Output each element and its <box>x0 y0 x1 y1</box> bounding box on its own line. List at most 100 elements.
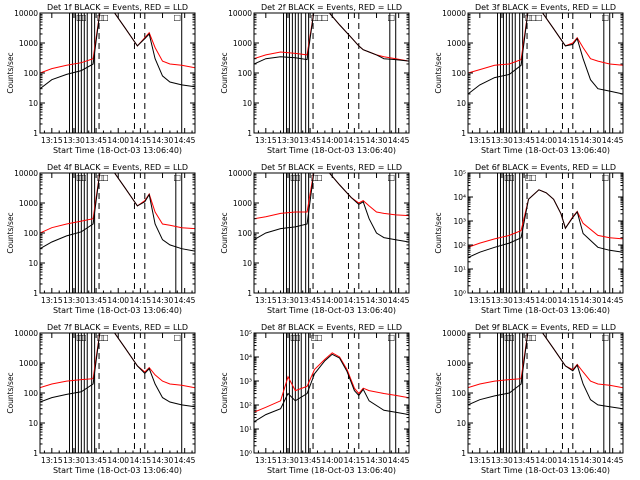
x-axis-label: Start Time (18-Oct-03 13:06:40) <box>53 306 182 315</box>
y-tick-label: 100 <box>238 69 253 78</box>
x-tick-label: 13:30 <box>277 136 299 145</box>
marker-symbol: □ <box>174 173 182 182</box>
plot-frame <box>253 172 410 294</box>
x-tick-label: 14:30 <box>366 456 388 465</box>
panel-det-7: □□ □□ □1 10 100 1000 10000 13:15 13:30 13:45 14:00… <box>6 323 196 475</box>
y-axis-label: Counts/sec <box>6 52 15 93</box>
plot-frame <box>467 332 624 454</box>
x-tick-label: 14:15 <box>558 456 580 465</box>
x-tick-label: 14:30 <box>580 296 602 305</box>
events-series-line <box>40 13 195 90</box>
x-tick-label: 14:30 <box>152 456 174 465</box>
panel-det-5: □□ □□ □1 10 100 1000 10000 13:15 13:30 13:45 14:00… <box>220 163 410 315</box>
y-tick-label: 1000 <box>233 199 252 208</box>
x-tick-label: 14:45 <box>174 136 196 145</box>
y-tick-label: 1 <box>247 289 252 298</box>
y-axis-label: Counts/sec <box>434 212 443 253</box>
y-tick-label: 10² <box>453 241 466 250</box>
x-tick-label: 13:15 <box>255 456 277 465</box>
panel-title: Det 6f BLACK = Events, RED = LLD <box>475 163 616 172</box>
plot-area: □□ □□ □ <box>468 173 623 293</box>
y-tick-label: 10000 <box>14 169 38 178</box>
x-tick-label: 13:30 <box>63 456 85 465</box>
x-tick-label: 13:30 <box>491 456 513 465</box>
plot-area: □□ □□ □ <box>40 13 195 133</box>
y-axis-label: Counts/sec <box>220 372 229 413</box>
panel-title: Det 4f BLACK = Events, RED = LLD <box>47 163 188 172</box>
x-axis-label: Start Time (18-Oct-03 13:06:40) <box>53 146 182 155</box>
marker-symbol: □ <box>174 333 182 342</box>
x-tick-label: 14:15 <box>130 136 152 145</box>
y-tick-label: 1000 <box>447 39 466 48</box>
events-series-line <box>40 333 195 408</box>
plot-frame <box>39 332 196 454</box>
x-tick-label: 14:00 <box>321 456 343 465</box>
marker-symbol: □ <box>525 173 533 182</box>
x-tick-label: 14:45 <box>602 136 624 145</box>
plot-frame <box>253 12 410 134</box>
x-tick-label: 13:15 <box>469 136 491 145</box>
y-tick-label: 100 <box>452 389 467 398</box>
y-tick-label: 100 <box>24 229 39 238</box>
marker-symbol: □ <box>525 333 533 342</box>
y-axis-label: Counts/sec <box>434 52 443 93</box>
plot-frame <box>467 172 624 294</box>
y-tick-label: 100 <box>238 229 253 238</box>
panel-title: Det 9f BLACK = Events, RED = LLD <box>475 323 616 332</box>
x-tick-label: 13:45 <box>299 456 321 465</box>
plot-area: □□ □□ □ <box>468 333 623 453</box>
y-tick-label: 1000 <box>447 359 466 368</box>
x-tick-label: 14:45 <box>388 136 410 145</box>
x-tick-label: 14:00 <box>535 296 557 305</box>
y-tick-label: 1000 <box>19 199 38 208</box>
y-tick-label: 10 <box>28 259 38 268</box>
marker-symbol: □ <box>311 13 319 22</box>
marker-symbol: □ <box>504 333 512 342</box>
x-tick-label: 13:45 <box>85 136 107 145</box>
y-tick-label: 1 <box>247 129 252 138</box>
events-series-line <box>468 189 623 258</box>
y-tick-label: 10 <box>456 419 466 428</box>
x-tick-label: 13:15 <box>41 456 63 465</box>
x-tick-label: 14:45 <box>388 456 410 465</box>
marker-symbol: □ <box>311 333 319 342</box>
y-tick-label: 10¹ <box>453 265 466 274</box>
x-tick-label: 14:45 <box>602 456 624 465</box>
marker-symbol: □ <box>315 333 323 342</box>
x-tick-label: 13:15 <box>41 296 63 305</box>
y-tick-label: 10000 <box>442 9 466 18</box>
x-tick-label: 14:30 <box>152 296 174 305</box>
x-tick-label: 14:00 <box>107 136 129 145</box>
y-axis-label: Counts/sec <box>6 212 15 253</box>
y-tick-label: 1 <box>33 129 38 138</box>
marker-symbol: □ <box>97 173 105 182</box>
x-tick-label: 14:15 <box>344 456 366 465</box>
y-tick-label: 10³ <box>453 217 466 226</box>
x-tick-label: 13:45 <box>513 296 535 305</box>
x-axis-label: Start Time (18-Oct-03 13:06:40) <box>481 306 610 315</box>
panel-title: Det 3f BLACK = Events, RED = LLD <box>475 3 616 12</box>
marker-symbol: □ <box>79 173 87 182</box>
marker-symbol: □ <box>507 173 515 182</box>
panel-det-4: □□ □□ □1 10 100 1000 10000 13:15 13:30 13:45 14:00… <box>6 163 196 315</box>
x-axis-label: Start Time (18-Oct-03 13:06:40) <box>53 466 182 475</box>
marker-symbol: □ <box>525 13 533 22</box>
y-tick-label: 10⁰ <box>453 289 466 298</box>
y-tick-label: 10 <box>242 99 252 108</box>
panel-title: Det 2f BLACK = Events, RED = LLD <box>261 3 402 12</box>
y-tick-label: 10000 <box>14 9 38 18</box>
x-tick-label: 13:45 <box>85 296 107 305</box>
x-tick-label: 14:00 <box>321 296 343 305</box>
marker-symbol: □ <box>507 333 515 342</box>
events-series-line <box>40 173 195 252</box>
x-tick-label: 13:15 <box>469 456 491 465</box>
plot-frame <box>253 332 410 454</box>
x-tick-label: 14:45 <box>174 296 196 305</box>
marker-symbol: □ <box>388 333 396 342</box>
plot-area: □□ □□ □ <box>40 173 195 293</box>
x-tick-label: 14:30 <box>366 296 388 305</box>
x-axis-label: Start Time (18-Oct-03 13:06:40) <box>267 466 396 475</box>
plot-area: □□ □□ □ <box>254 333 409 453</box>
events-series-line <box>254 173 409 243</box>
